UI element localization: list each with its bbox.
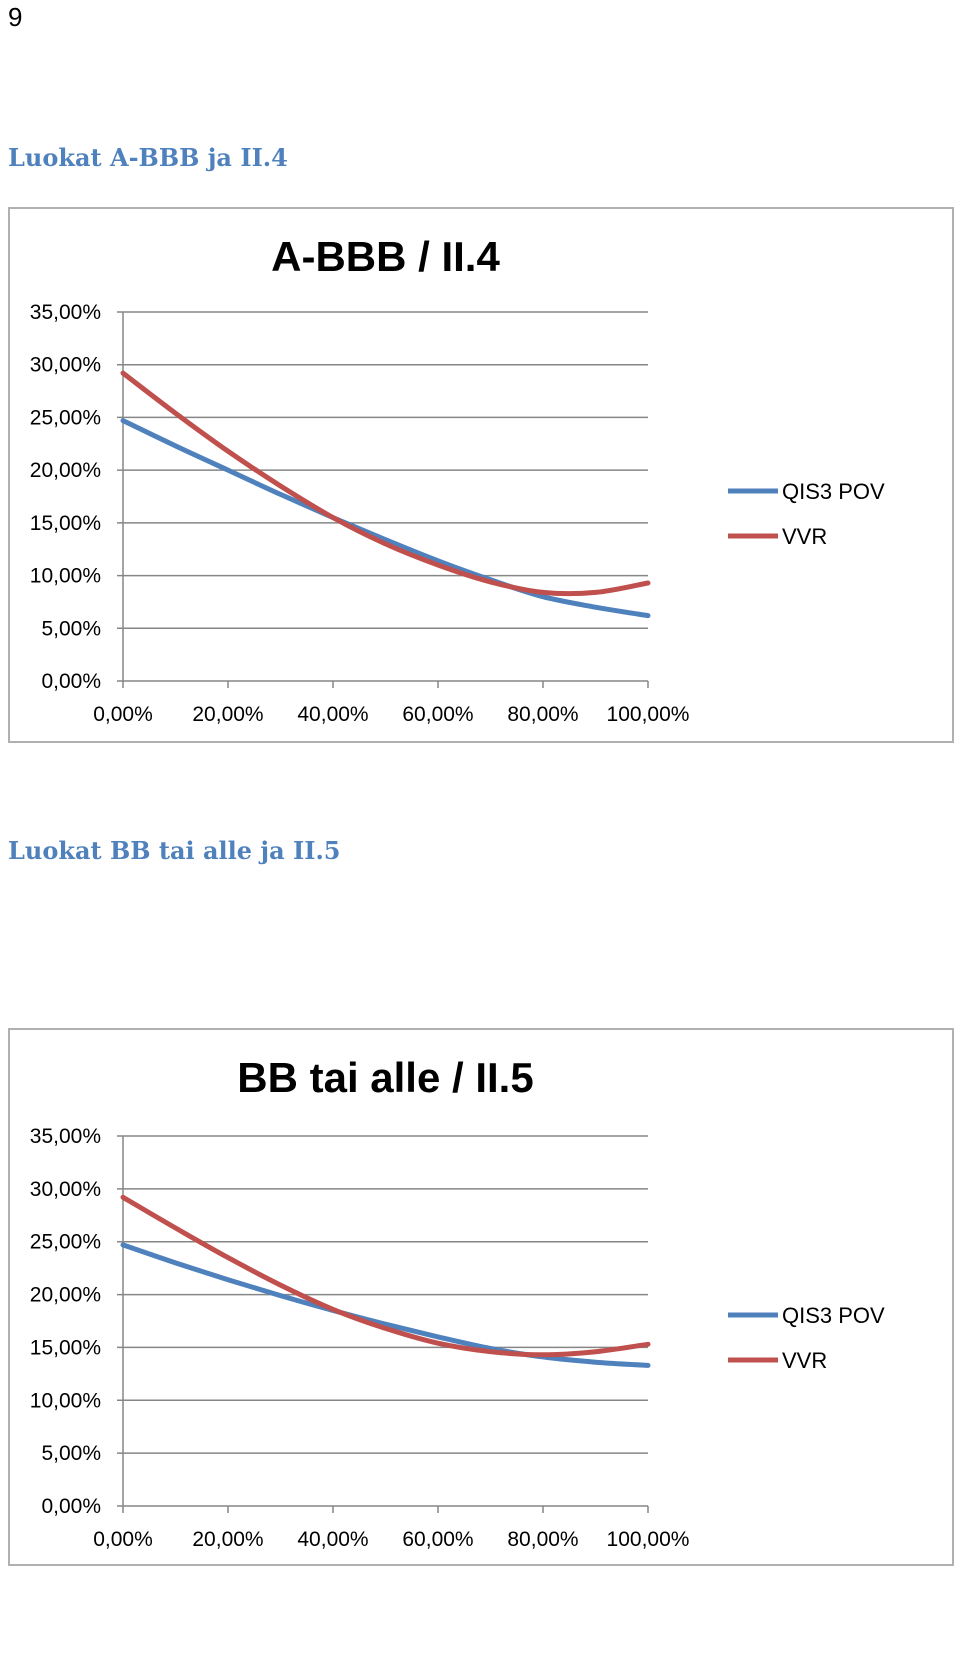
y-tick-label: 5,00% xyxy=(41,617,101,640)
x-tick-label: 0,00% xyxy=(93,703,153,726)
x-tick-label: 80,00% xyxy=(507,703,578,726)
chart-title: A-BBB / II.4 xyxy=(271,233,500,280)
y-tick-label: 35,00% xyxy=(30,1125,101,1148)
legend-label: VVR xyxy=(782,524,827,549)
x-tick-label: 60,00% xyxy=(402,1528,473,1551)
series-line-qis3-pov xyxy=(120,418,651,619)
y-tick-label: 25,00% xyxy=(30,1231,101,1254)
legend-label: VVR xyxy=(782,1348,827,1373)
y-tick-label: 15,00% xyxy=(30,512,101,535)
chart-title: BB tai alle / II.5 xyxy=(237,1054,533,1101)
y-tick-label: 35,00% xyxy=(30,301,101,324)
y-tick-label: 25,00% xyxy=(30,406,101,429)
y-tick-label: 10,00% xyxy=(30,565,101,588)
x-tick-label: 20,00% xyxy=(192,703,263,726)
series-line-vvr xyxy=(120,1194,651,1358)
y-tick-label: 30,00% xyxy=(30,354,101,377)
line-chart-bb-tai-alle: BB tai alle / II.5 0,00% 5,00% 10,00% 15,00%… xyxy=(30,1054,885,1551)
y-tick-label: 0,00% xyxy=(41,670,101,693)
legend-label: QIS3 POV xyxy=(782,1303,885,1328)
legend-label: QIS3 POV xyxy=(782,479,885,504)
x-tick-label: 100,00% xyxy=(607,703,690,726)
y-tick-label: 20,00% xyxy=(30,459,101,482)
series-line-qis3-pov xyxy=(120,1242,651,1368)
chart-frame-bb-tai-alle: BB tai alle / II.5 0,00% 5,00% 10,00% 15,00%… xyxy=(8,1028,954,1566)
page-number: 9 xyxy=(8,2,23,32)
y-tick-label: 20,00% xyxy=(30,1284,101,1307)
section-heading-a-bbb: Luokat A-BBB ja II.4 xyxy=(8,143,288,172)
line-chart-a-bbb: A-BBB / II.4 0,00% 5,00% 10,00% 15,00% 20,00%… xyxy=(30,233,885,726)
series-line-vvr xyxy=(120,370,651,597)
x-tick-label: 80,00% xyxy=(507,1528,578,1551)
y-tick-label: 10,00% xyxy=(30,1389,101,1412)
x-tick-label: 40,00% xyxy=(297,703,368,726)
chart-frame-a-bbb: A-BBB / II.4 0,00% 5,00% 10,00% 15,00% 20,00%… xyxy=(8,207,954,743)
y-tick-label: 15,00% xyxy=(30,1336,101,1359)
x-tick-label: 100,00% xyxy=(607,1528,690,1551)
x-tick-label: 60,00% xyxy=(402,703,473,726)
y-tick-label: 5,00% xyxy=(41,1442,101,1465)
x-tick-label: 0,00% xyxy=(93,1528,153,1551)
x-tick-label: 20,00% xyxy=(192,1528,263,1551)
y-tick-label: 0,00% xyxy=(41,1495,101,1518)
x-tick-label: 40,00% xyxy=(297,1528,368,1551)
section-heading-bb-tai-alle: Luokat BB tai alle ja II.5 xyxy=(8,836,341,865)
y-tick-label: 30,00% xyxy=(30,1178,101,1201)
